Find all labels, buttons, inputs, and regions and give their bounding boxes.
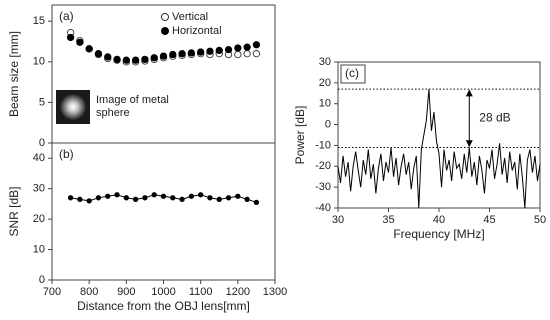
data-point — [94, 50, 103, 58]
y-tick-label: 30 — [319, 56, 331, 68]
y-axis-label: Beam size [mm] — [7, 31, 21, 117]
data-point — [142, 195, 148, 201]
legend-label: Vertical — [172, 11, 208, 23]
data-point — [95, 195, 102, 201]
data-point — [131, 56, 140, 64]
x-tick-label: 1200 — [226, 286, 250, 298]
data-point — [77, 196, 83, 202]
data-point — [252, 41, 261, 49]
data-point — [86, 198, 92, 204]
x-tick-label: 900 — [117, 286, 135, 298]
y-tick-label: 40 — [33, 152, 45, 164]
data-point — [150, 54, 158, 62]
data-point — [216, 196, 222, 202]
x-tick-label: 1000 — [151, 286, 175, 298]
inset-caption: Image of metal sphere — [96, 94, 169, 119]
data-point — [132, 196, 139, 202]
y-tick-label: 15 — [33, 15, 45, 27]
plot-frame — [51, 142, 276, 281]
x-tick-label: 800 — [80, 286, 98, 298]
data-point — [252, 50, 261, 58]
data-point — [188, 193, 195, 199]
data-point — [243, 50, 251, 58]
x-tick-label: 30 — [332, 214, 344, 226]
y-tick-label: 0 — [39, 137, 45, 149]
y-tick-label: -20 — [315, 160, 331, 172]
data-point — [141, 55, 149, 64]
data-point — [244, 196, 250, 202]
data-point — [224, 45, 233, 54]
arrow-label: 28 dB — [479, 110, 510, 124]
y-tick-label: 0 — [39, 274, 45, 286]
data-point — [123, 195, 129, 201]
y-tick-label: 30 — [33, 183, 45, 195]
x-axis-label: Distance from the OBJ lens[mm] — [77, 299, 250, 313]
x-tick-label: 40 — [433, 214, 445, 226]
y-tick-label: 0 — [325, 118, 331, 130]
x-tick-label: 35 — [382, 214, 394, 226]
x-axis-label: Frequency [MHz] — [393, 227, 484, 241]
y-tick-label: -40 — [315, 202, 331, 214]
data-point — [225, 195, 232, 201]
x-tick-label: 700 — [43, 286, 61, 298]
data-point — [235, 193, 241, 199]
data-point — [76, 38, 84, 46]
data-point — [159, 52, 168, 60]
data-point — [234, 44, 242, 52]
y-tick-label: 10 — [33, 243, 45, 255]
data-point — [105, 193, 111, 199]
y-tick-label: 10 — [33, 56, 45, 68]
data-point — [122, 56, 130, 64]
data-point — [169, 50, 177, 59]
y-tick-label: 10 — [319, 98, 331, 110]
inset-blob — [60, 94, 86, 120]
data-point — [178, 50, 186, 58]
data-point — [104, 53, 112, 61]
data-point — [207, 195, 213, 201]
plot-frame — [337, 61, 541, 209]
data-point — [179, 196, 185, 202]
data-point — [215, 46, 223, 55]
data-point — [66, 33, 75, 42]
y-tick-label: 5 — [39, 96, 45, 108]
x-tick-label: 50 — [534, 214, 546, 226]
y-axis-label: Power [dB] — [293, 106, 307, 165]
data-point — [67, 195, 74, 201]
panel-label-box — [340, 64, 366, 84]
y-tick-label: 20 — [319, 77, 331, 89]
data-point — [206, 47, 214, 55]
legend-marker — [161, 13, 169, 21]
y-tick-label: -10 — [315, 139, 331, 151]
y-tick-label: 20 — [33, 213, 45, 225]
data-point — [253, 199, 260, 206]
data-point — [198, 192, 204, 198]
data-point — [197, 48, 205, 56]
data-point — [243, 43, 251, 51]
data-point — [151, 192, 157, 198]
y-tick-label: -30 — [315, 181, 331, 193]
data-point — [187, 49, 196, 57]
data-line — [337, 89, 541, 209]
data-point — [114, 192, 120, 198]
legend-marker — [161, 27, 169, 35]
y-axis-label: SNR [dB] — [7, 186, 21, 236]
x-tick-label: 1100 — [189, 286, 213, 298]
panel-label: (c) — [345, 66, 359, 80]
x-tick-label: 45 — [483, 214, 495, 226]
data-point — [85, 45, 93, 53]
legend-label: Horizontal — [172, 25, 222, 37]
data-point — [160, 193, 167, 199]
x-tick-label: 1300 — [263, 286, 287, 298]
data-point — [113, 55, 121, 64]
data-point — [170, 195, 176, 201]
data-point — [234, 50, 242, 59]
panel-label: (b) — [59, 147, 74, 161]
panel-label: (a) — [59, 9, 74, 23]
